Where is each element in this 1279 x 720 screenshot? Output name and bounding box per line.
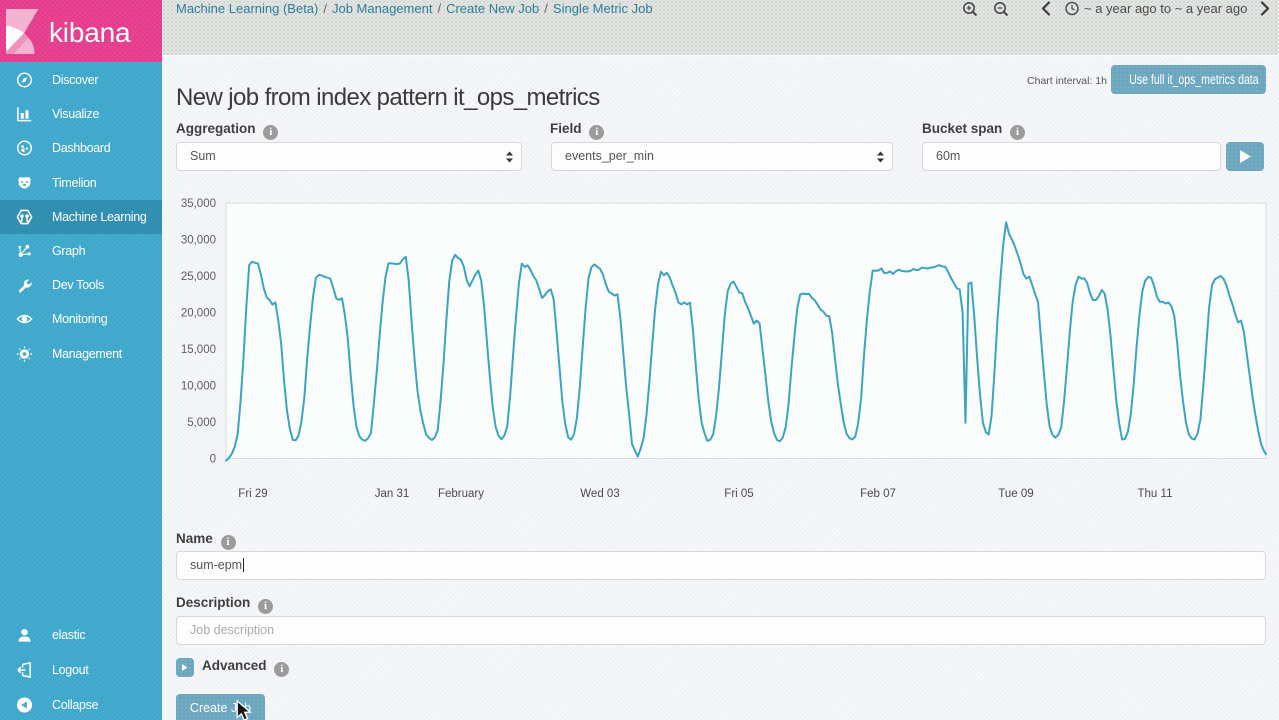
svg-text:35,000: 35,000 — [181, 198, 216, 210]
svg-text:25,000: 25,000 — [181, 271, 216, 283]
svg-text:15,000: 15,000 — [181, 344, 216, 356]
svg-text:Jan 31: Jan 31 — [375, 488, 410, 500]
svg-text:February: February — [438, 488, 484, 500]
svg-text:20,000: 20,000 — [181, 308, 216, 320]
svg-text:Fri 29: Fri 29 — [238, 488, 267, 500]
svg-text:10,000: 10,000 — [181, 381, 216, 393]
svg-text:5,000: 5,000 — [187, 417, 216, 429]
svg-text:Thu 11: Thu 11 — [1138, 488, 1173, 500]
svg-text:0: 0 — [210, 454, 216, 466]
svg-text:Wed 03: Wed 03 — [580, 488, 619, 500]
svg-text:Feb 07: Feb 07 — [860, 488, 896, 500]
svg-text:Fri 05: Fri 05 — [724, 488, 753, 500]
svg-text:30,000: 30,000 — [181, 235, 216, 247]
svg-text:Tue 09: Tue 09 — [998, 488, 1033, 500]
